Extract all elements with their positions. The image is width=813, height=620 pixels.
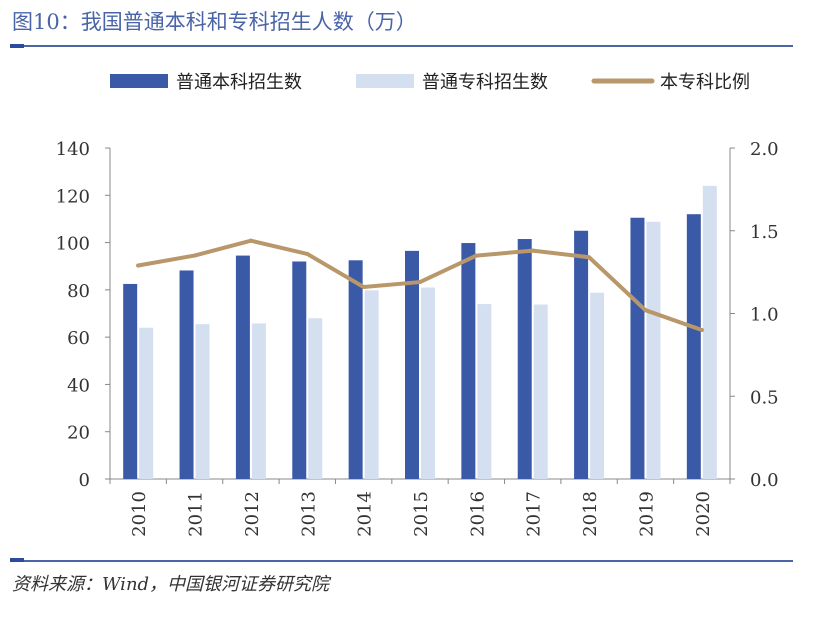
bar-college-2010 bbox=[139, 327, 154, 479]
bar-bachelor-2012 bbox=[235, 255, 250, 479]
right-tick-label: 0.0 bbox=[750, 470, 779, 491]
x-tick-label: 2019 bbox=[636, 491, 657, 537]
bar-bachelor-2011 bbox=[179, 270, 194, 479]
left-tick-label: 140 bbox=[56, 139, 90, 160]
left-tick-label: 20 bbox=[67, 423, 90, 444]
left-tick-label: 100 bbox=[56, 234, 90, 255]
chart-title: 图10：我国普通本科和专科招生人数（万） bbox=[12, 10, 417, 34]
left-tick-label: 80 bbox=[67, 281, 90, 302]
x-tick-label: 2013 bbox=[298, 491, 319, 537]
bar-college-2019 bbox=[646, 221, 661, 479]
ratio-point-2020 bbox=[699, 328, 704, 333]
bar-college-2013 bbox=[308, 318, 323, 479]
ratio-point-2017 bbox=[530, 248, 535, 253]
ratio-line bbox=[136, 238, 704, 333]
left-tick-label: 120 bbox=[56, 186, 90, 207]
left-tick-label: 0 bbox=[79, 470, 90, 491]
title-rule bbox=[10, 45, 793, 47]
right-tick-label: 0.5 bbox=[750, 387, 779, 408]
source-rule bbox=[10, 560, 793, 562]
bar-college-2012 bbox=[251, 323, 266, 479]
ratio-point-2016 bbox=[474, 253, 479, 258]
bar-bachelor-2017 bbox=[517, 239, 532, 479]
chart: 普通本科招生数 普通专科招生数 本专科比例 0 20 40 60 80 100 120 140 0.0… bbox=[56, 72, 779, 537]
bar-college-2016 bbox=[477, 304, 492, 479]
x-tick-label: 2018 bbox=[580, 491, 601, 537]
bar-bachelor-2014 bbox=[348, 260, 363, 479]
ratio-point-2018 bbox=[587, 255, 592, 260]
bar-bachelor-2015 bbox=[405, 250, 419, 479]
bar-bachelor-2010 bbox=[123, 283, 138, 479]
bar-college-2011 bbox=[195, 324, 210, 479]
title-rule-accent bbox=[10, 44, 24, 48]
bar-bachelor-2020 bbox=[686, 214, 701, 479]
ratio-point-2012 bbox=[248, 238, 253, 243]
x-tick-label: 2017 bbox=[524, 491, 545, 537]
x-tick-label: 2011 bbox=[186, 491, 207, 537]
ratio-point-2019 bbox=[643, 308, 648, 313]
ratio-point-2014 bbox=[361, 285, 366, 290]
ratio-point-2013 bbox=[305, 251, 310, 256]
legend-label-2: 普通专科招生数 bbox=[422, 72, 548, 93]
legend-label-3: 本专科比例 bbox=[660, 72, 750, 93]
source-note: 资料来源：Wind，中国银河证券研究院 bbox=[12, 574, 330, 595]
x-tick-label: 2012 bbox=[242, 491, 263, 537]
right-tick-label: 2.0 bbox=[750, 139, 779, 160]
left-tick-label: 60 bbox=[67, 328, 90, 349]
bar-bachelor-2016 bbox=[461, 243, 476, 479]
bar-bachelor-2013 bbox=[292, 261, 307, 479]
x-tick-label: 2015 bbox=[411, 491, 432, 537]
legend-label-1: 普通本科招生数 bbox=[176, 72, 302, 93]
source-rule-accent bbox=[10, 558, 24, 562]
x-tick-label: 2016 bbox=[467, 491, 488, 537]
bar-bachelor-2018 bbox=[574, 230, 589, 479]
bar-bachelor-2019 bbox=[630, 217, 645, 479]
x-tick-label: 2020 bbox=[693, 491, 714, 537]
bar-college-2017 bbox=[533, 304, 548, 479]
ratio-point-2015 bbox=[418, 280, 422, 285]
ratio-point-2011 bbox=[192, 253, 197, 258]
x-tick-label: 2014 bbox=[355, 491, 376, 537]
right-tick-label: 1.5 bbox=[750, 222, 779, 243]
right-tick-label: 1.0 bbox=[750, 305, 779, 326]
legend-swatch-1 bbox=[110, 74, 168, 88]
x-tick-label: 2010 bbox=[129, 491, 150, 537]
bar-college-2020 bbox=[702, 185, 717, 480]
legend-swatch-2 bbox=[356, 74, 414, 88]
bar-college-2015 bbox=[421, 287, 435, 479]
bar-college-2014 bbox=[364, 290, 379, 479]
left-tick-label: 40 bbox=[67, 375, 90, 396]
ratio-point-2010 bbox=[136, 263, 141, 268]
bar-college-2018 bbox=[590, 292, 605, 479]
